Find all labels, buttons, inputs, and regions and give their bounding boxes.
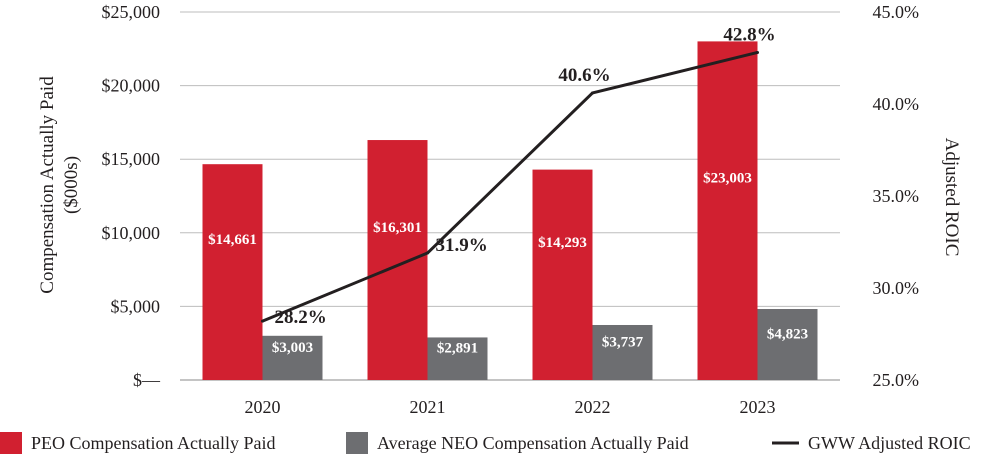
peo-bar: [202, 164, 263, 380]
roic-point-label: 40.6%: [558, 65, 610, 86]
peo-bar: [367, 140, 428, 380]
right-tick-label: 30.0%: [873, 278, 920, 298]
neo-bar-label: $2,891: [437, 341, 478, 357]
roic-line: [261, 50, 759, 323]
neo-bar: [757, 309, 818, 380]
legend-label-peo: PEO Compensation Actually Paid: [31, 433, 276, 453]
neo-bar-label: $3,737: [602, 334, 644, 350]
peo-bar: [697, 41, 758, 380]
x-tick-label: 2021: [410, 397, 446, 417]
legend: PEO Compensation Actually Paid Average N…: [0, 432, 971, 454]
left-axis-title-line2: ($000s): [61, 156, 82, 214]
roic-point: [261, 319, 264, 323]
roic-point-label: 28.2%: [275, 307, 327, 328]
data-labels: $14,661 $3,003 $16,301 $2,891 $14,293 $3,737 $…: [208, 24, 808, 356]
right-tick-label: 35.0%: [873, 186, 920, 206]
neo-bar-label: $3,003: [272, 340, 313, 356]
roic-polyline: [261, 51, 758, 323]
legend-label-roic: GWW Adjusted ROIC: [808, 433, 971, 453]
roic-point-label: 42.8%: [723, 24, 775, 45]
left-tick-label: $—: [133, 370, 161, 390]
left-tick-label: $25,000: [102, 2, 161, 22]
peo-bar-label: $23,003: [703, 171, 752, 187]
right-tick-label: 45.0%: [873, 2, 920, 22]
roic-point: [591, 91, 594, 95]
roic-point: [756, 50, 759, 54]
x-tick-label: 2022: [575, 397, 611, 417]
legend-swatch-peo: [0, 432, 22, 454]
left-tick-label: $10,000: [102, 223, 161, 243]
left-tick-label: $20,000: [102, 76, 161, 96]
peo-bar-label: $14,661: [208, 232, 257, 248]
bars: [202, 41, 818, 380]
right-axis-title: Adjusted ROIC: [941, 138, 962, 257]
left-axis-title-line1: Compensation Actually Paid: [37, 76, 58, 294]
peo-bar-label: $14,293: [538, 235, 587, 251]
x-tick-label: 2023: [740, 397, 776, 417]
legend-label-neo: Average NEO Compensation Actually Paid: [377, 433, 689, 453]
neo-bar: [427, 337, 488, 380]
x-tick-label: 2020: [245, 397, 281, 417]
x-axis: 2020 2021 2022 2023: [245, 397, 776, 417]
left-tick-label: $5,000: [111, 296, 161, 316]
right-axis: 25.0% 30.0% 35.0% 40.0% 45.0%: [873, 2, 920, 390]
neo-bar: [592, 324, 653, 380]
left-axis: $— $5,000 $10,000 $15,000 $20,000 $25,000: [102, 2, 162, 390]
roic-point-label: 31.9%: [436, 235, 488, 256]
right-tick-label: 40.0%: [873, 94, 920, 114]
neo-bar: [262, 335, 323, 380]
right-tick-label: 25.0%: [873, 370, 920, 390]
roic-point: [426, 251, 429, 255]
left-tick-label: $15,000: [102, 149, 161, 169]
peo-bar: [532, 169, 593, 380]
legend-swatch-neo: [346, 432, 368, 454]
peo-bar-label: $16,301: [373, 220, 422, 236]
neo-bar-label: $4,823: [767, 327, 808, 343]
